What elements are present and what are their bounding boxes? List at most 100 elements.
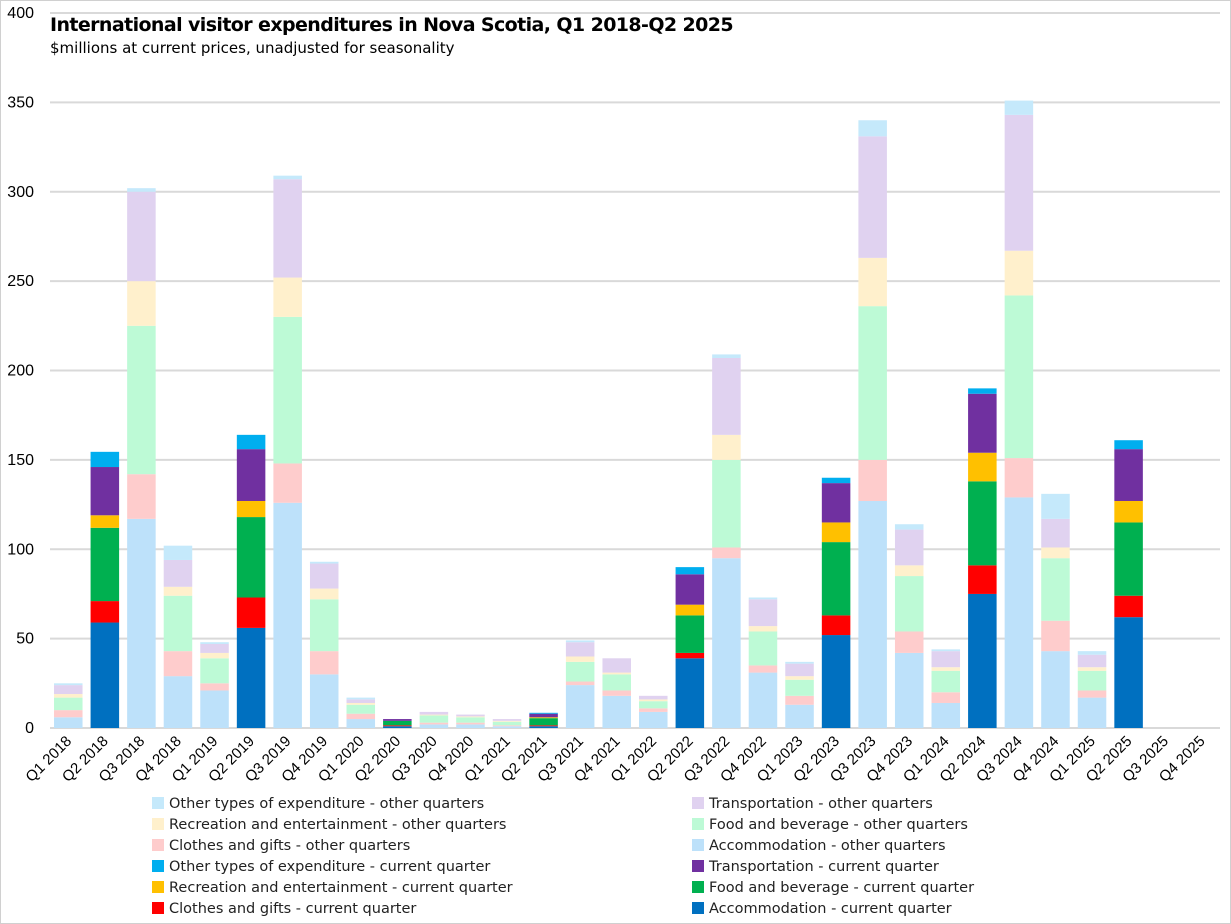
y-tick-label: 350 xyxy=(7,94,34,111)
bar-segment-food xyxy=(1041,558,1070,621)
bar-segment-clothes xyxy=(1004,458,1034,498)
legend-swatch xyxy=(152,839,164,851)
bar-segment-food xyxy=(54,697,83,711)
bar-segment-recreation xyxy=(456,716,485,718)
bar-segment-accommodation xyxy=(273,502,302,728)
bar-segment-transportation xyxy=(968,393,997,453)
bar-segment-accommodation xyxy=(163,676,193,728)
bar-segment-other xyxy=(1004,100,1034,115)
bar-segment-recreation xyxy=(200,652,229,659)
legend-item: Accommodation - current quarter xyxy=(692,899,952,920)
bar-segment-transportation xyxy=(346,699,376,703)
bar-segment-transportation xyxy=(639,695,668,700)
bar-segment-clothes xyxy=(968,565,997,594)
bar-segment-clothes xyxy=(565,681,595,686)
legend-label: Food and beverage - current quarter xyxy=(709,880,975,896)
bar-segment-food xyxy=(931,670,961,693)
bar-segment-other xyxy=(200,642,229,644)
legend-label: Recreation and entertainment - current q… xyxy=(169,880,513,896)
legend-item: Recreation and entertainment - current q… xyxy=(152,878,513,899)
bar-segment-clothes xyxy=(492,725,522,727)
bar-segment-accommodation xyxy=(1004,497,1034,728)
bar-segment-other xyxy=(968,388,997,394)
bar-segment-accommodation xyxy=(712,558,741,728)
legend-item: Transportation - other quarters xyxy=(692,794,933,815)
y-tick-label: 300 xyxy=(7,184,34,201)
bar-segment-clothes xyxy=(456,722,485,725)
bar-segment-clothes xyxy=(821,615,851,636)
bar-segment-food xyxy=(1114,522,1143,596)
legend-swatch xyxy=(692,818,704,830)
legend-label: Transportation - other quarters xyxy=(709,796,933,812)
bar-segment-recreation xyxy=(419,714,449,716)
bar-segment-clothes xyxy=(858,459,887,501)
legend-swatch xyxy=(692,797,704,809)
y-tick-label: 150 xyxy=(7,452,34,469)
bar-segment-recreation xyxy=(1077,667,1107,671)
bar-segment-recreation xyxy=(1114,500,1143,523)
bar-segment-clothes xyxy=(712,547,741,559)
bar-segment-food xyxy=(309,599,339,652)
bar-segment-accommodation xyxy=(894,652,924,728)
bar-segment-other xyxy=(858,120,887,137)
bar-segment-other xyxy=(54,683,83,686)
legend-swatch xyxy=(152,818,164,830)
legend-label: Clothes and gifts - other quarters xyxy=(169,838,411,854)
bar-segment-other xyxy=(163,545,193,560)
bar-segment-recreation xyxy=(712,434,741,460)
bar-segment-other xyxy=(675,567,705,575)
bar-segment-accommodation xyxy=(236,627,266,728)
bar-segment-recreation xyxy=(565,656,595,662)
bar-segment-accommodation xyxy=(565,685,595,728)
bar-segment-transportation xyxy=(273,179,302,278)
bar-segment-transportation xyxy=(858,136,887,258)
bar-segment-transportation xyxy=(565,642,595,657)
bar-segment-clothes xyxy=(931,692,961,703)
bar-segment-recreation xyxy=(346,702,376,705)
bar-segment-transportation xyxy=(383,719,412,721)
bar-segment-accommodation xyxy=(346,719,376,728)
bar-segment-food xyxy=(163,595,193,652)
bar-segment-food xyxy=(748,631,778,666)
bar-segment-transportation xyxy=(309,563,339,589)
bar-segment-other xyxy=(894,524,924,530)
legend-swatch xyxy=(692,860,704,872)
bar-segment-recreation xyxy=(127,281,156,326)
bar-segment-clothes xyxy=(529,725,558,727)
bar-segment-accommodation xyxy=(54,717,83,728)
bar-segment-recreation xyxy=(821,522,851,543)
bar-segment-clothes xyxy=(309,651,339,675)
bar-segment-food xyxy=(602,674,631,691)
bar-segment-clothes xyxy=(1077,690,1107,698)
bar-segment-food xyxy=(968,481,997,566)
bar-segment-food xyxy=(785,679,814,696)
bar-segment-other xyxy=(1114,440,1143,450)
bar-segment-recreation xyxy=(1004,250,1034,296)
bar-segment-transportation xyxy=(492,719,522,721)
bar-segment-transportation xyxy=(90,467,120,516)
bar-segment-transportation xyxy=(821,483,851,523)
bar-segment-other xyxy=(785,661,814,664)
chart-subtitle: $millions at current prices, unadjusted … xyxy=(50,39,455,57)
bar-segment-clothes xyxy=(383,725,412,727)
bar-segment-accommodation xyxy=(931,702,961,728)
bar-segment-other xyxy=(90,451,120,468)
bar-segment-food xyxy=(90,527,120,602)
bar-segment-food xyxy=(858,306,887,460)
legend-label: Accommodation - current quarter xyxy=(709,901,952,917)
legend-label: Transportation - current quarter xyxy=(709,859,939,875)
bar-segment-transportation xyxy=(163,559,193,587)
legend-item: Food and beverage - current quarter xyxy=(692,878,974,899)
bar-segment-food xyxy=(419,715,449,723)
bar-segment-clothes xyxy=(1114,595,1143,618)
bar-segment-recreation xyxy=(236,500,266,518)
bar-segment-accommodation xyxy=(383,726,412,728)
bar-segment-food xyxy=(712,459,741,548)
legend-label: Accommodation - other quarters xyxy=(709,838,946,854)
bar-segment-other xyxy=(309,561,339,564)
y-tick-label: 50 xyxy=(16,631,34,648)
bar-segment-clothes xyxy=(894,631,924,653)
bar-segment-food xyxy=(675,615,705,653)
bar-segment-other xyxy=(821,477,851,484)
bar-segment-food xyxy=(273,316,302,464)
